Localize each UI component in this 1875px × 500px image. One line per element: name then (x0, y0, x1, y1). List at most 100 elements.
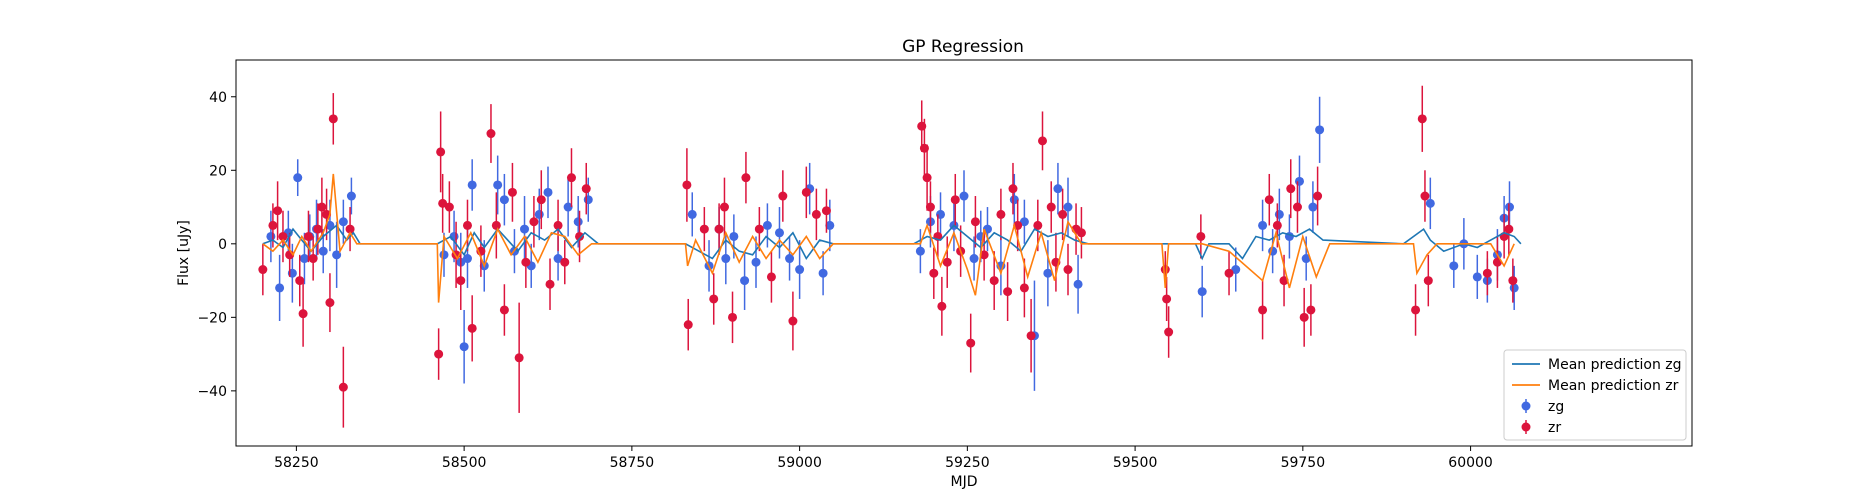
zr-point (1063, 265, 1073, 275)
zr-point (754, 224, 764, 234)
zr-point (1272, 220, 1282, 230)
zr-point (714, 224, 724, 234)
zr-point (536, 195, 546, 205)
zr-point (1417, 114, 1427, 124)
zg-point (795, 265, 805, 275)
zg-point (462, 254, 472, 264)
zr-point (1286, 184, 1296, 194)
zr-point (514, 353, 524, 363)
zr-point (278, 231, 288, 241)
x-tick-label: 59250 (945, 455, 990, 471)
zr-point (467, 323, 477, 333)
zr-point (1160, 265, 1170, 275)
x-tick-label: 58500 (442, 455, 487, 471)
zg-point (687, 209, 697, 219)
zr-point (1058, 209, 1068, 219)
zg-point (1449, 261, 1459, 271)
x-tick-label: 59750 (1281, 455, 1326, 471)
zr-point (325, 298, 335, 308)
zr-point (942, 257, 952, 267)
zg-point (740, 276, 750, 286)
zg-point (959, 191, 969, 201)
zr-point (970, 217, 980, 227)
zr-point (303, 231, 313, 241)
zg-point (499, 195, 509, 205)
zr-point (922, 173, 932, 183)
zr-point (989, 276, 999, 286)
zg-point (729, 231, 739, 241)
zg-point (1053, 184, 1063, 194)
legend-entry-label: Mean prediction zr (1548, 378, 1679, 394)
series-layer (258, 85, 1522, 428)
zr-point (545, 279, 555, 289)
zr-point (821, 206, 831, 216)
x-tick-label: 58750 (610, 455, 655, 471)
zr-point (491, 220, 501, 230)
zr-point (709, 294, 719, 304)
zg-point (818, 268, 828, 278)
legend-entry-label: Mean prediction zg (1548, 357, 1682, 373)
zg-point (293, 173, 303, 183)
zr-point (338, 382, 348, 392)
zg-point (1472, 272, 1482, 282)
zr-point (1420, 191, 1430, 201)
zr-point (295, 276, 305, 286)
zr-point (298, 309, 308, 319)
zr-point (1196, 231, 1206, 241)
zr-point (1033, 220, 1043, 230)
zr-point (1003, 287, 1013, 297)
legend-box (1503, 349, 1687, 441)
zg-point (1425, 198, 1435, 208)
zg-point (325, 220, 335, 230)
zr-point (444, 202, 454, 212)
x-axis-label: MJD (951, 474, 978, 490)
zg-point (1197, 287, 1207, 297)
zr-point (1046, 202, 1056, 212)
zr-point (436, 147, 446, 157)
x-tick-label: 60000 (1448, 455, 1493, 471)
zg-point (785, 254, 795, 264)
y-tick-label: 0 (218, 237, 227, 253)
zg-point (543, 187, 553, 197)
zr-point (566, 173, 576, 183)
series-mean-prediction-zr (262, 173, 1515, 303)
zr-point (560, 257, 570, 267)
y-axis: −40 −20 0 20 40 (197, 90, 236, 400)
zr-point (699, 224, 709, 234)
zg-point (266, 231, 276, 241)
x-tick-label: 59500 (1113, 455, 1158, 471)
zr-point (682, 180, 692, 190)
zr-point (507, 187, 517, 197)
zr-point (1076, 228, 1086, 238)
zr-point (1313, 191, 1323, 201)
zg-point (1073, 279, 1083, 289)
zg-point (774, 228, 784, 238)
zr-point (268, 220, 278, 230)
zr-point (719, 202, 729, 212)
zr-point (811, 209, 821, 219)
zr-point (581, 184, 591, 194)
zg-point (318, 246, 328, 256)
zr-point (1292, 202, 1302, 212)
zr-point (317, 202, 327, 212)
zg-point (346, 191, 356, 201)
legend-point-swatch (1521, 422, 1531, 432)
zr-point (1258, 305, 1268, 315)
zr-point (1162, 294, 1172, 304)
zr-point (258, 265, 268, 275)
zr-point (1504, 224, 1514, 234)
zr-point (1411, 305, 1421, 315)
zr-point (1038, 136, 1048, 146)
legend: Mean prediction zg Mean prediction zr zg zr (1503, 349, 1687, 441)
zg-point (1294, 176, 1304, 186)
zg-point (969, 254, 979, 264)
zr-point (486, 129, 496, 139)
legend-entry-label: zg (1548, 399, 1564, 415)
zg-point (1231, 265, 1241, 275)
zr-point (521, 257, 531, 267)
zg-point (1274, 209, 1284, 219)
y-tick-label: 20 (209, 163, 227, 179)
zg-point (493, 180, 503, 190)
zr-point (1224, 268, 1234, 278)
